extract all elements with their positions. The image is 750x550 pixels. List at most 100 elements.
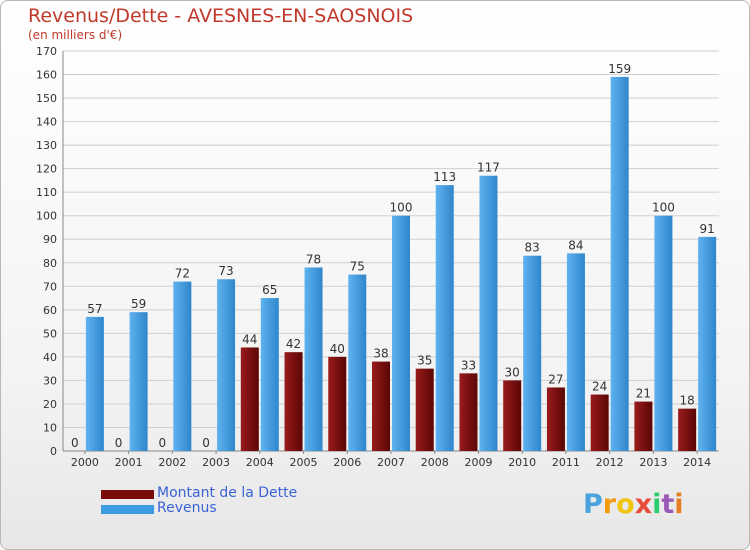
revenus-bar-label: 75: [350, 260, 365, 274]
revenus-bar: [654, 215, 673, 451]
revenus-bar-label: 100: [652, 201, 675, 215]
revenus-bar-label: 57: [87, 302, 102, 316]
revenus-bar: [435, 185, 454, 451]
revenus-bar-label: 78: [306, 252, 321, 266]
revenus-bar: [173, 281, 192, 451]
logo-letter: x: [634, 489, 653, 520]
dette-bar-label: 30: [505, 365, 520, 379]
dette-bar-label: 44: [242, 332, 257, 346]
y-tick-label: 100: [36, 210, 57, 223]
dette-bar-label: 0: [71, 436, 79, 450]
y-tick-label: 20: [43, 398, 57, 411]
legend-swatch-revenus: [101, 505, 154, 514]
x-tick-label: 2007: [377, 456, 405, 469]
dette-bar-label: 38: [373, 347, 388, 361]
x-tick-label: 2001: [115, 456, 143, 469]
logo-letter: r: [602, 489, 617, 520]
logo-letter: P: [583, 489, 603, 520]
chart-title: Revenus/Dette - AVESNES-EN-SAOSNOIS: [28, 5, 414, 27]
revenus-bar-label: 91: [699, 222, 714, 236]
revenus-bar: [260, 298, 279, 451]
dette-bar: [415, 368, 434, 451]
revenus-bar: [348, 274, 367, 451]
x-tick-label: 2000: [71, 456, 99, 469]
dette-bar-label: 27: [548, 372, 563, 386]
dette-bar: [678, 408, 697, 451]
y-tick-label: 120: [36, 163, 57, 176]
y-tick-label: 170: [36, 45, 57, 58]
revenus-bar-label: 100: [390, 201, 413, 215]
x-tick-label: 2006: [333, 456, 361, 469]
revenus-bar: [610, 76, 629, 451]
x-tick-label: 2009: [464, 456, 492, 469]
revenus-bar-label: 84: [568, 238, 583, 252]
revenus-bar-label: 65: [262, 283, 277, 297]
y-tick-label: 110: [36, 186, 57, 199]
y-tick-label: 50: [43, 327, 57, 340]
revenus-bar-label: 159: [608, 62, 631, 76]
legend-label-revenus: Revenus: [157, 500, 217, 516]
y-tick-label: 160: [36, 69, 57, 82]
y-tick-label: 70: [43, 280, 57, 293]
dette-bar-label: 24: [592, 380, 607, 394]
dette-bar-label: 0: [115, 436, 123, 450]
dette-bar-label: 21: [636, 387, 651, 401]
dette-bar: [590, 394, 609, 451]
x-tick-label: 2011: [552, 456, 580, 469]
revenus-bar: [392, 215, 410, 451]
revenus-bar-label: 73: [218, 264, 233, 278]
dette-bar: [503, 380, 522, 451]
x-tick-label: 2010: [508, 456, 536, 469]
x-tick-label: 2003: [202, 456, 230, 469]
dette-bar: [372, 361, 390, 451]
revenus-bar-label: 72: [175, 267, 190, 281]
logo-letter: t: [661, 489, 675, 520]
dette-bar-label: 33: [461, 358, 476, 372]
y-tick-label: 0: [50, 445, 57, 458]
revenus-bar: [304, 267, 323, 451]
y-tick-label: 30: [43, 374, 57, 387]
revenus-bar: [217, 279, 236, 451]
y-tick-label: 40: [43, 351, 57, 364]
dette-bar-label: 0: [159, 436, 167, 450]
revenus-bar-label: 59: [131, 297, 146, 311]
revenus-bar: [129, 312, 148, 451]
revenus-bar: [479, 175, 498, 452]
dette-bar-label: 40: [330, 342, 345, 356]
x-tick-label: 2008: [421, 456, 449, 469]
y-tick-label: 130: [36, 139, 57, 152]
revenus-bar: [523, 255, 542, 451]
dette-bar: [634, 401, 653, 451]
y-tick-label: 10: [43, 421, 57, 434]
chart-subtitle: (en milliers d'€): [28, 28, 123, 42]
legend-swatch-dette: [101, 490, 154, 499]
y-tick-label: 150: [36, 92, 57, 105]
dette-bar-label: 0: [202, 436, 210, 450]
y-tick-label: 90: [43, 233, 57, 246]
x-tick-label: 2014: [683, 456, 711, 469]
x-tick-label: 2012: [596, 456, 624, 469]
revenus-bar-label: 113: [433, 170, 456, 184]
revenus-bar: [698, 236, 717, 451]
dette-bar: [459, 373, 478, 451]
x-tick-label: 2004: [246, 456, 274, 469]
dette-bar-label: 18: [679, 394, 694, 408]
dette-bar-label: 42: [286, 337, 301, 351]
x-tick-label: 2005: [290, 456, 318, 469]
logo-letter: o: [616, 489, 635, 520]
logo-letter: i: [674, 489, 684, 520]
dette-bar: [284, 352, 303, 451]
dette-bar-label: 35: [417, 354, 432, 368]
revenus-bar: [85, 316, 104, 451]
legend-label-dette: Montant de la Dette: [157, 485, 298, 501]
revenus-bar-label: 117: [477, 161, 500, 175]
dette-bar: [328, 356, 347, 451]
y-tick-label: 80: [43, 257, 57, 270]
logo-letter: i: [652, 489, 662, 520]
dette-bar: [546, 387, 565, 451]
y-tick-label: 60: [43, 304, 57, 317]
x-tick-label: 2013: [639, 456, 667, 469]
dette-bar: [240, 347, 259, 451]
